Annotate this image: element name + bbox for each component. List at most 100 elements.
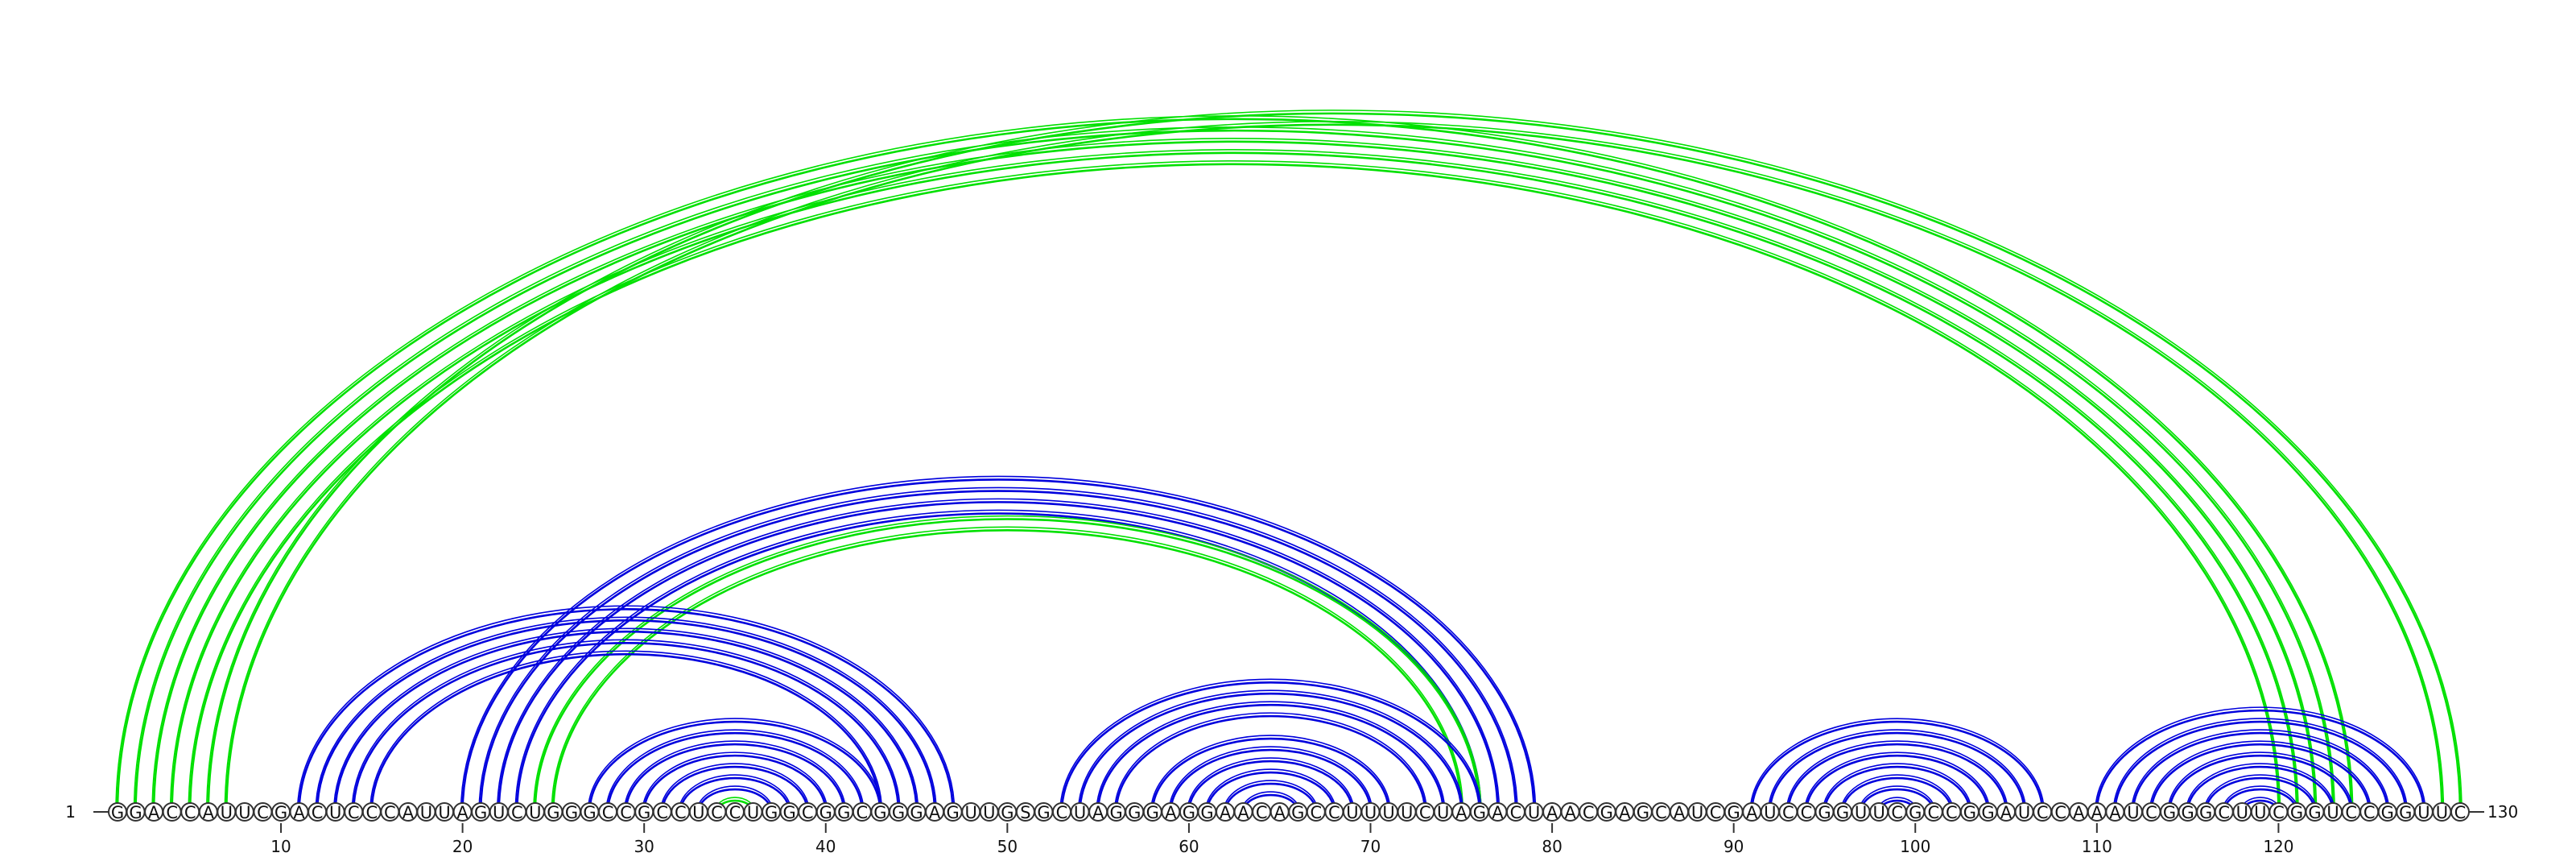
nucleotide-letter: G	[1637, 803, 1649, 822]
nucleotide-letter: G	[1001, 803, 1013, 822]
nucleotide: U	[1760, 802, 1780, 822]
nucleotide-letter: G	[819, 803, 832, 822]
nucleotide: C	[1796, 802, 1816, 822]
nucleotide-letter: G	[1146, 803, 1159, 822]
nucleotide: C	[380, 802, 400, 822]
nucleotide: S	[1015, 802, 1035, 822]
base-pair-arc-green	[207, 112, 2462, 813]
tick-label: 10	[270, 837, 291, 856]
nucleotide-letter: A	[1619, 803, 1631, 822]
base-pair-arc-blue	[2167, 751, 2354, 813]
base-pair-arc-blue	[1206, 771, 1335, 813]
nucleotide-letter: C	[1927, 803, 1939, 822]
nucleotide-letter: G	[910, 803, 923, 822]
nucleotide: C	[1887, 802, 1907, 822]
nucleotide: C	[707, 802, 727, 822]
nucleotide-letter: A	[1220, 803, 1232, 822]
nucleotide: C	[2214, 802, 2234, 822]
nucleotide-letter: A	[1746, 803, 1758, 822]
nucleotide-letter: G	[1728, 803, 1740, 822]
base-pair-arc-blue	[1150, 735, 1391, 813]
base-pair-arc-blue	[697, 788, 773, 813]
tick-label: 70	[1360, 837, 1381, 856]
nucleotide: C	[1579, 802, 1599, 822]
nucleotide-letter: U	[529, 803, 541, 822]
nucleotide: U	[2432, 802, 2452, 822]
tick-label: 20	[452, 837, 473, 856]
base-pair-arc-blue	[1079, 692, 1463, 813]
nucleotide: U	[1360, 802, 1381, 822]
nucleotide: G	[2377, 802, 2397, 822]
nucleotide: G	[2305, 802, 2325, 822]
base-pair-arc-blue	[332, 627, 919, 813]
nucleotide: G	[2196, 802, 2216, 822]
nucleotide: U	[1342, 802, 1362, 822]
base-pair-arc-green	[152, 139, 2316, 812]
base-pair-arc-blue	[2150, 743, 2371, 813]
nucleotide-letter: A	[1274, 803, 1286, 822]
base-pair-arc-blue	[587, 718, 883, 813]
nucleotide: A	[1542, 802, 1563, 822]
nucleotide-letter: A	[2000, 803, 2013, 822]
base-pair-arc-blue	[1223, 780, 1319, 813]
base-pair-arc-green	[169, 149, 2299, 813]
nucleotide: G	[906, 802, 927, 822]
nucleotide: A	[1996, 802, 2017, 822]
nucleotide-letter: U	[1382, 803, 1394, 822]
nucleotide: A	[1233, 802, 1253, 822]
nucleotide: G	[1034, 802, 1054, 822]
base-pair-arc-green	[551, 527, 1464, 813]
nucleotide: G	[471, 802, 491, 822]
nucleotide-letter: G	[1200, 803, 1213, 822]
nucleotide: U	[435, 802, 455, 822]
nucleotide-letter: U	[329, 803, 341, 822]
nucleotide: C	[1706, 802, 1726, 822]
nucleotide-letter: C	[802, 803, 814, 822]
nucleotide: C	[2341, 802, 2361, 822]
nucleotide: C	[1505, 802, 1525, 822]
base-pair-arc-blue	[1077, 689, 1464, 813]
base-pair-arc-blue	[1151, 737, 1390, 813]
nucleotide-letter: C	[1328, 803, 1340, 822]
nucleotide: U	[525, 802, 545, 822]
nucleotide-letter: U	[2127, 803, 2139, 822]
base-pair-arc-blue	[1749, 718, 2045, 813]
nucleotide-letter: C	[1710, 803, 1722, 822]
nucleotide: C	[1324, 802, 1344, 822]
nucleotide: C	[2268, 802, 2289, 822]
nucleotide: A	[925, 802, 945, 822]
base-pair-arc-green	[225, 122, 2443, 812]
base-pair-arc-blue	[1860, 788, 1935, 813]
nucleotide: C	[1052, 802, 1072, 822]
nucleotide: G	[1125, 802, 1145, 822]
base-pair-arc-blue	[661, 765, 809, 813]
nucleotide: U	[2250, 802, 2270, 822]
base-pair-arc-blue	[679, 776, 791, 813]
base-pair-arcs	[116, 110, 2462, 812]
nucleotide-letter: G	[1183, 803, 1195, 822]
nucleotide-letter: G	[1981, 803, 1994, 822]
nucleotide-letter: U	[965, 803, 977, 822]
nucleotide-letter: C	[1510, 803, 1522, 822]
nucleotide: U	[688, 802, 708, 822]
base-pair-arc-blue	[1187, 757, 1355, 813]
nucleotide-letter: G	[1128, 803, 1141, 822]
nucleotide-letter: A	[1237, 803, 1249, 822]
nucleotide: G	[580, 802, 600, 822]
nucleotide-letter: U	[983, 803, 995, 822]
base-pair-arc-blue	[1096, 704, 1445, 813]
nucleotide: C	[344, 802, 364, 822]
nucleotide-letter: C	[2054, 803, 2066, 822]
nucleotide-letter: U	[438, 803, 450, 822]
base-pair-arc-blue	[2095, 707, 2426, 813]
tick-label: 50	[997, 837, 1018, 856]
nucleotide: U	[961, 802, 981, 822]
nucleotide-letter: C	[1056, 803, 1068, 822]
tick-label: 80	[1542, 837, 1562, 856]
base-pair-arc-green	[533, 515, 1482, 813]
nucleotide: U	[1379, 802, 1399, 822]
base-pair-arc-blue	[2204, 777, 2316, 813]
nucleotide-letter: A	[1492, 803, 1504, 822]
base-pair-arc-blue	[642, 751, 828, 813]
base-pair-arc-blue	[606, 732, 864, 813]
